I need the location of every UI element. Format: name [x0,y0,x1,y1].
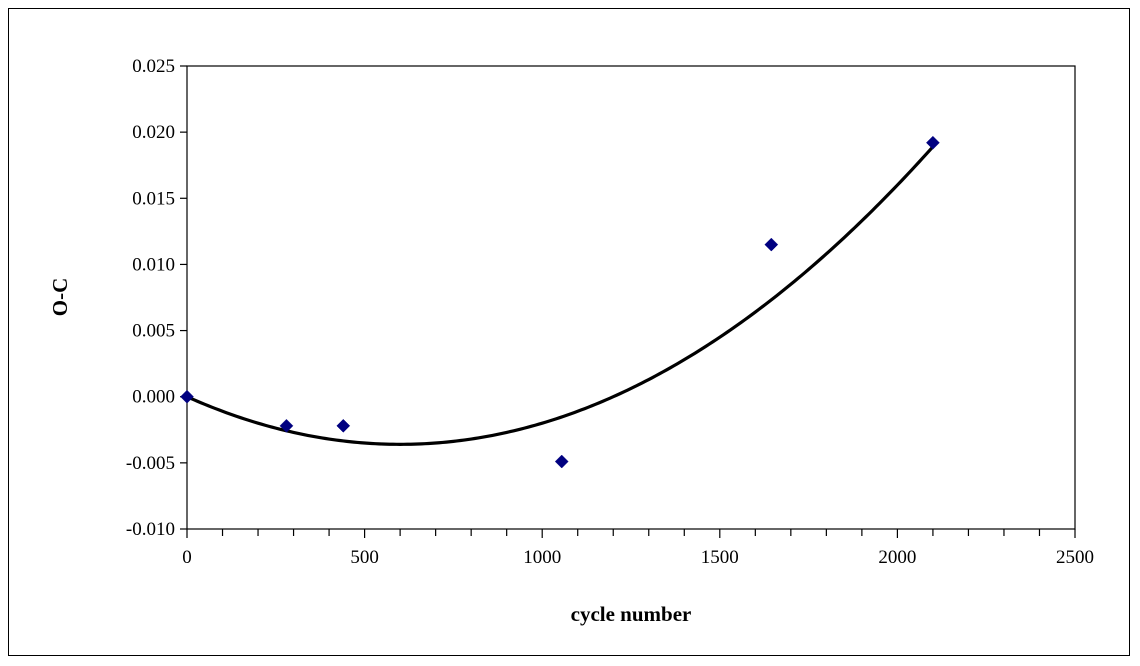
x-tick-label: 1000 [523,547,561,568]
y-tick-label: 0.020 [132,122,175,143]
y-tick-label: 0.015 [132,188,175,209]
y-axis-title: O-C [48,278,72,317]
y-tick-label: 0.000 [132,387,175,408]
y-tick-label: 0.005 [132,321,175,342]
x-tick-label: 1500 [701,547,739,568]
data-point-diamond [180,389,194,404]
quadratic-trendline [186,145,935,446]
y-axis: -0.010 -0.005 0.000 0.005 0.010 0.015 0.020 0.0… [126,56,187,540]
x-axis: 0 500 1000 1500 2000 2500 [182,529,1094,568]
data-point-diamond [336,418,351,433]
data-points-layer [180,135,940,469]
y-tick-label: 0.010 [132,254,175,275]
oc-scatter-chart: -0.010 -0.005 0.000 0.005 0.010 0.015 0.020 0.0… [48,56,1094,626]
chart-frame: -0.010 -0.005 0.000 0.005 0.010 0.015 0.020 0.0… [8,8,1130,656]
x-tick-label: 2500 [1056,547,1094,568]
y-tick-label: -0.005 [126,453,175,474]
x-tick-label: 0 [182,547,192,568]
x-axis-title: cycle number [571,602,692,626]
x-tick-label: 500 [350,547,379,568]
y-tick-label: 0.025 [132,56,175,77]
x-tick-label: 2000 [878,547,916,568]
trendline-layer [186,145,935,446]
data-point-diamond [554,454,569,469]
data-point-diamond [279,418,294,433]
plot-area [186,65,1076,530]
data-point-diamond [764,237,779,252]
y-tick-label: -0.010 [126,519,175,540]
data-point-diamond [926,135,940,150]
